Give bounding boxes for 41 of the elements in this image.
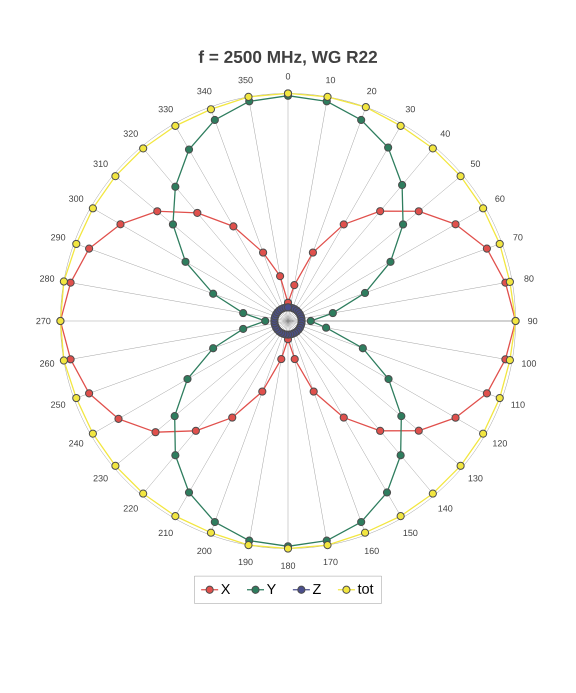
spoke-label: 310 — [93, 160, 108, 167]
spoke-label: 90 — [528, 318, 538, 324]
spoke-label: 290 — [51, 234, 66, 240]
spoke-label: 230 — [94, 475, 108, 482]
spoke-label: 80 — [524, 275, 534, 282]
spoke-label: 110 — [511, 401, 525, 408]
spoke-label: 60 — [495, 195, 505, 202]
spoke-label: 20 — [367, 88, 376, 94]
legend-label: Z — [312, 584, 321, 594]
spoke-label: 30 — [406, 106, 415, 112]
spoke-label: 200 — [197, 548, 212, 554]
spoke-label: 210 — [158, 530, 173, 536]
spoke-label: 170 — [324, 558, 338, 566]
spoke-label: 130 — [468, 475, 483, 482]
spoke-label: 250 — [51, 401, 66, 408]
spoke-label: 340 — [197, 88, 212, 94]
spoke-label: 150 — [404, 530, 418, 536]
spoke-label: 280 — [40, 275, 54, 282]
spoke-label: 300 — [68, 195, 84, 202]
spoke-label: 260 — [40, 360, 54, 367]
spoke-label: 160 — [364, 548, 379, 554]
spoke-label: 350 — [238, 76, 253, 84]
legend-label: X — [221, 584, 230, 594]
spoke-label: 120 — [493, 440, 508, 447]
spoke-label: 70 — [513, 234, 523, 240]
spoke-label: 10 — [326, 76, 336, 84]
legend-label: Y — [266, 584, 276, 594]
spoke-label: 140 — [438, 505, 452, 512]
spoke-label: 240 — [69, 440, 84, 447]
spoke-label: 190 — [238, 558, 253, 566]
spoke-label: 40 — [440, 130, 450, 137]
spoke-label: 320 — [124, 130, 138, 137]
chart-title: f = 2500 MHz, WG R22 — [198, 50, 377, 66]
spoke-label: 220 — [124, 505, 138, 512]
spoke-label: 270 — [36, 318, 50, 324]
spoke-label: 0 — [286, 73, 290, 80]
spoke-label: 100 — [522, 360, 536, 367]
legend-label: tot — [358, 584, 374, 594]
spoke-label: 330 — [158, 106, 173, 112]
spoke-label: 50 — [470, 160, 480, 167]
spoke-label: 180 — [281, 562, 296, 569]
